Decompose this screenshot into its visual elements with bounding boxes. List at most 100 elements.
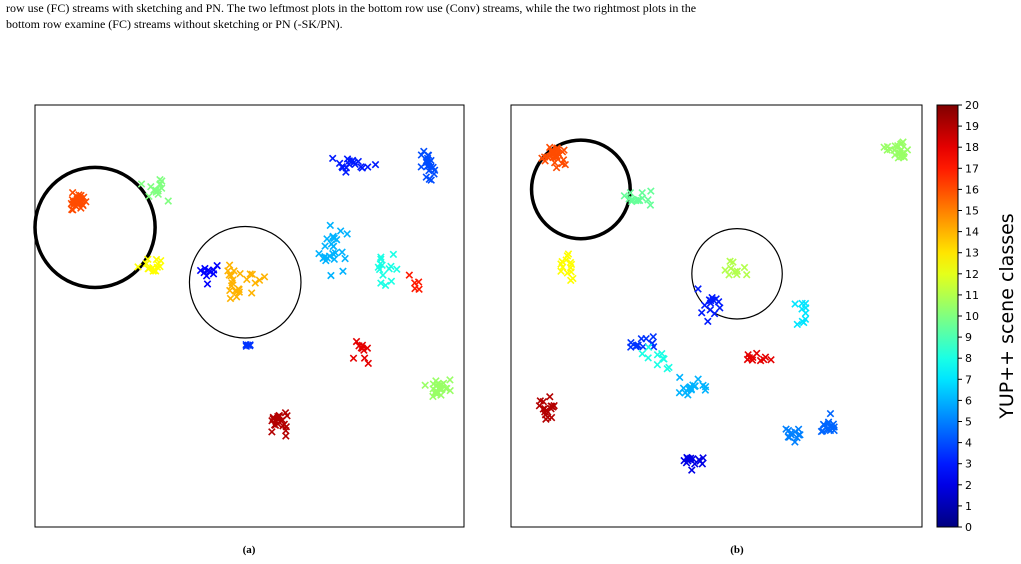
scatter-point bbox=[710, 309, 719, 318]
scatter-point bbox=[326, 221, 335, 230]
scatter-point bbox=[381, 281, 390, 290]
scatter-point bbox=[387, 262, 395, 271]
scatter-point bbox=[387, 277, 396, 286]
scatter-point bbox=[716, 304, 724, 312]
scatter-point bbox=[539, 397, 548, 406]
scatter-point bbox=[358, 341, 367, 350]
scatter-point bbox=[196, 266, 205, 275]
scatter-point bbox=[227, 272, 235, 280]
scatter-point bbox=[896, 146, 905, 155]
figure-caption: row use (FC) streams with sketching and … bbox=[6, 0, 1016, 32]
scatter-point bbox=[732, 270, 741, 279]
colorbar-tick-label: 9 bbox=[965, 331, 972, 344]
scatter-point bbox=[742, 270, 751, 279]
scatter-point bbox=[740, 263, 749, 272]
scatter-point bbox=[327, 240, 336, 248]
scatter-point bbox=[626, 189, 635, 197]
scatter-point bbox=[273, 415, 281, 423]
scatter-point bbox=[236, 269, 244, 278]
scatter-point bbox=[268, 416, 276, 425]
scatter-point bbox=[567, 260, 576, 269]
scatter-point bbox=[553, 146, 562, 155]
scatter-point bbox=[543, 153, 552, 161]
scatter-point bbox=[694, 285, 702, 293]
scatter-point bbox=[389, 250, 398, 259]
scatter-point bbox=[164, 197, 173, 205]
scatter-point bbox=[543, 413, 552, 422]
scatter-point bbox=[566, 276, 575, 285]
scatter-point bbox=[338, 248, 346, 256]
points-b bbox=[535, 138, 912, 474]
scatter-point bbox=[417, 151, 426, 159]
scatter-point bbox=[446, 386, 454, 395]
scatter-point bbox=[745, 354, 754, 362]
scatter-point bbox=[378, 261, 386, 269]
scatter-point bbox=[620, 192, 629, 200]
scatter-point bbox=[363, 163, 372, 171]
panel-label-a: (a) bbox=[243, 544, 256, 556]
scatter-point bbox=[657, 349, 666, 358]
scatter-point bbox=[339, 267, 347, 276]
scatter-point bbox=[226, 294, 235, 303]
scatter-point bbox=[325, 252, 334, 260]
scatter-point bbox=[632, 341, 641, 350]
scatter-point bbox=[637, 334, 646, 343]
scatter-point bbox=[632, 196, 640, 205]
scatter-point bbox=[796, 431, 804, 439]
colorbar-tick-label: 11 bbox=[965, 289, 979, 302]
scatter-point bbox=[268, 428, 276, 436]
scatter-point bbox=[377, 253, 385, 261]
scatter-point bbox=[830, 426, 838, 435]
scatter-point bbox=[644, 196, 652, 204]
scatter-point bbox=[721, 266, 729, 274]
scatter-point bbox=[552, 163, 561, 172]
scatter-point bbox=[712, 295, 720, 303]
plot-area-a bbox=[34, 104, 465, 528]
scatter-point bbox=[663, 365, 672, 373]
scatter-point bbox=[371, 160, 380, 169]
scatter-point bbox=[329, 232, 337, 241]
scatter-point bbox=[358, 164, 367, 172]
scatter-point bbox=[330, 255, 339, 264]
scatter-point bbox=[793, 320, 802, 329]
scatter-point bbox=[547, 147, 555, 155]
scatter-panel-a: (a) bbox=[33, 104, 465, 556]
scatter-point bbox=[209, 270, 218, 278]
colorbar-tick-label: 5 bbox=[965, 416, 972, 429]
scatter-point bbox=[246, 270, 255, 278]
scatter-point bbox=[625, 195, 633, 203]
scatter-point bbox=[242, 340, 250, 349]
scatter-point bbox=[343, 230, 351, 238]
scatter-point bbox=[78, 200, 87, 209]
scatter-point bbox=[787, 431, 796, 439]
scatter-point bbox=[71, 197, 80, 205]
scatter-point bbox=[319, 254, 327, 263]
scatter-point bbox=[68, 188, 77, 197]
scatter-point bbox=[433, 390, 441, 398]
scatter-point bbox=[706, 299, 715, 308]
scatter-point bbox=[820, 421, 828, 429]
colorbar-tick-label: 12 bbox=[965, 268, 979, 281]
scatter-point bbox=[540, 153, 549, 161]
scatter-point bbox=[898, 151, 906, 160]
scatter-point bbox=[430, 170, 438, 178]
annotation-circles-a bbox=[33, 165, 302, 339]
scatter-point bbox=[649, 333, 658, 341]
scatter-point bbox=[145, 264, 153, 273]
scatter-point bbox=[542, 406, 551, 415]
scatter-point bbox=[229, 276, 237, 284]
colorbar-tick-label: 8 bbox=[965, 352, 972, 365]
scatter-point bbox=[646, 201, 655, 209]
scatter-point bbox=[694, 375, 702, 383]
colorbar-tick-label: 13 bbox=[965, 247, 979, 260]
scatter-point bbox=[704, 317, 712, 326]
scatter-point bbox=[152, 188, 161, 196]
colorbar-tick-label: 20 bbox=[965, 99, 979, 112]
scatter-point bbox=[67, 199, 76, 208]
scatter-point bbox=[411, 284, 419, 293]
scatter-point bbox=[137, 180, 146, 188]
annotation-circle-thick bbox=[33, 165, 157, 290]
scatter-point bbox=[225, 261, 234, 269]
